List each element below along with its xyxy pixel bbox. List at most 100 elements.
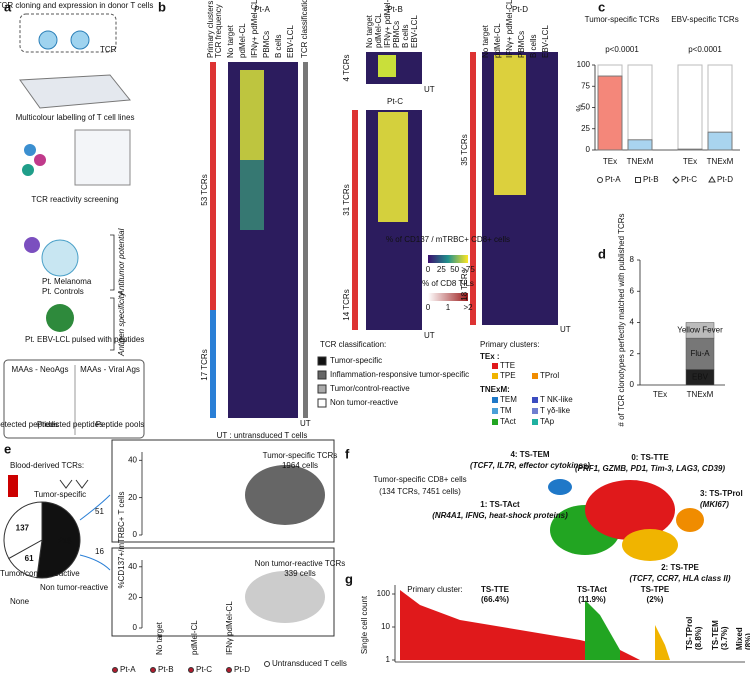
panel-label: b <box>158 0 166 14</box>
slice-value: 61 <box>25 554 34 563</box>
rotated-label: IFNγ pdMel-CL <box>225 601 234 655</box>
class-swatch <box>317 370 327 380</box>
panel-a-art <box>3 13 145 439</box>
label: Pt. EBV-LCL pulsed with peptides <box>25 335 144 344</box>
label: MS-detected peptides <box>0 420 59 429</box>
label: (TCF7, IL7R, effector cytokines) <box>470 461 590 470</box>
legend-marker <box>264 661 270 667</box>
label: Pt. Controls <box>42 287 84 296</box>
cluster-swatch <box>492 408 498 414</box>
legend-marker <box>672 176 680 184</box>
label: % of CD8 TILs <box>422 279 474 288</box>
label: T NK-like <box>540 395 573 404</box>
rotated-label: Mixed <box>735 627 744 650</box>
label: TNExM: <box>480 385 510 394</box>
umap <box>548 479 704 561</box>
panel-e-art <box>8 439 335 637</box>
label: Primary cluster: <box>407 585 463 594</box>
pie-slice <box>36 501 81 579</box>
y-tick-label: 10 <box>381 622 390 631</box>
label: TAct <box>500 417 517 426</box>
label: Multicolour labelling of T cell lines <box>16 113 135 122</box>
label: Pt. Melanoma <box>42 277 92 286</box>
rotated-label: 14 TCRs <box>342 289 351 320</box>
y-tick-label: 40 <box>128 455 137 464</box>
panel-label: g <box>345 571 353 586</box>
rotated-label: 17 TCRs <box>200 349 209 380</box>
flow-arrow <box>79 494 111 521</box>
column-label: EBV-LCL <box>410 15 419 48</box>
legend-marker <box>226 667 232 673</box>
label: TCR reactivity screening <box>31 195 118 204</box>
label: UT <box>300 419 311 428</box>
label: 16 <box>95 547 104 556</box>
column-label: pdMel-CL <box>493 23 502 58</box>
label: TCR classification: <box>320 340 386 349</box>
label: MAAs - NeoAgs <box>12 365 69 374</box>
x-tick-label: TNExM <box>687 390 714 399</box>
label: (66.4%) <box>481 595 509 604</box>
label: 1: TS-TAct <box>480 500 520 509</box>
y-tick-label: 6 <box>630 286 635 295</box>
rotated-label: % <box>575 104 584 111</box>
y-tick-label: 100 <box>577 60 591 69</box>
column-label: PBMCs <box>392 21 401 48</box>
legend-label: Pt-A <box>120 665 136 674</box>
label: TM <box>500 406 512 415</box>
panel-label: a <box>4 0 12 14</box>
column-label: No target <box>365 14 374 48</box>
slice-label: Non tumor-reactive <box>40 583 109 592</box>
label: Pt-C <box>387 97 403 106</box>
x-tick-label: TEx <box>683 157 697 166</box>
label: 1964 cells <box>282 461 318 470</box>
label: UT <box>424 331 435 340</box>
bar <box>707 131 733 151</box>
rotated-label: # of TCR clonotypes perfectly matched wi… <box>617 213 626 426</box>
label: (PRF1, GZMB, PD1, Tim-3, LAG3, CD39) <box>575 464 725 473</box>
column-label: IFNγ+ pdMel-CL <box>505 0 514 58</box>
column-label: B cells <box>529 34 538 58</box>
x-tick-label: TNExM <box>627 157 654 166</box>
label: 50 <box>450 265 459 274</box>
label: p<0.0001 <box>688 45 722 54</box>
label: Non tumor-reactive TCRs <box>255 559 346 568</box>
label: % of CD137 / mTRBC+ CD8+ cells <box>386 235 510 244</box>
label: 0: TS-TTE <box>631 453 669 462</box>
column-label: PBMCs <box>262 31 271 58</box>
y-tick-label: 40 <box>128 562 137 571</box>
heatmaps <box>210 52 558 418</box>
label: (11.9%) <box>578 595 606 604</box>
label: >2 <box>463 303 473 312</box>
label: TEx : <box>480 352 500 361</box>
flow-arrow <box>79 554 111 571</box>
label: None <box>10 597 30 606</box>
legend-marker <box>708 176 716 183</box>
y-tick-label: 75 <box>581 81 590 90</box>
label: EBV-specific TCRs <box>671 15 738 24</box>
label: Peptide pools <box>96 420 144 429</box>
legend-label: Pt-C <box>196 665 212 674</box>
clone-bars <box>400 590 670 660</box>
label: T γδ-like <box>540 406 571 415</box>
x-tick-label: TEx <box>653 390 667 399</box>
column-label: B cells <box>274 34 283 58</box>
label: 0 <box>426 265 431 274</box>
y-tick-label: 4 <box>630 318 635 327</box>
cluster-swatch <box>492 419 498 425</box>
label: TEM <box>500 395 517 404</box>
column-label: pdMel-CL <box>374 13 383 48</box>
y-tick-label: 20 <box>128 493 137 502</box>
panel-label: c <box>598 0 605 14</box>
label: Primary clusters: <box>480 340 540 349</box>
legend-marker <box>597 177 603 183</box>
y-tick-label: 100 <box>377 589 391 598</box>
legend-marker <box>150 667 156 673</box>
slice-value: 216 <box>58 537 72 546</box>
label: (MKI67) <box>700 500 729 509</box>
cluster-swatch <box>492 397 498 403</box>
slice-value: 137 <box>16 524 30 533</box>
label: TS-TAct <box>577 585 607 594</box>
column-label: TCR frequency <box>214 4 223 58</box>
label: Tumor-specific TCRs <box>585 15 660 24</box>
column-label: pdMel-CL <box>238 23 247 58</box>
